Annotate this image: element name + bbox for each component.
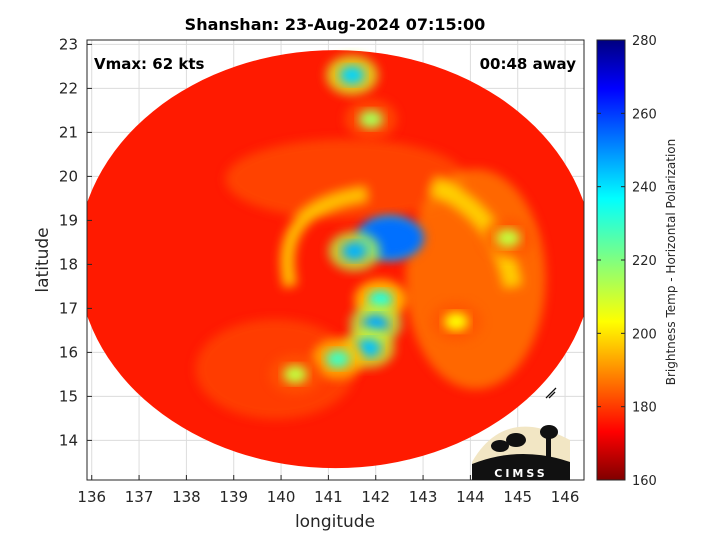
colorbar-tick-label: 260 [632,107,657,122]
x-tick-label: 140 [267,488,296,506]
x-tick-label: 138 [172,488,201,506]
brightness-temperature-swath [87,50,584,469]
x-tick-label: 136 [77,488,106,506]
y-tick-label: 20 [59,167,78,185]
spiral-band [280,187,368,289]
y-tick-label: 18 [59,255,78,273]
feature-band-south-3 [325,350,350,368]
plot-frame [86,39,585,481]
y-tick-label: 14 [59,431,78,449]
logo-text: CIMSS [494,467,547,480]
colorbar-tick-label: 280 [632,34,657,49]
x-tick-label: 142 [361,488,390,506]
vmax-annotation: Vmax: 62 kts [94,55,204,73]
x-tick-label: 137 [125,488,154,506]
x-tick-label: 141 [314,488,343,506]
colorbar-tick-label: 160 [632,474,657,489]
time-offset-annotation: 00:48 away [480,55,577,73]
x-tick-label: 139 [219,488,248,506]
feature-core-west [342,242,367,261]
x-tick-label: 145 [503,488,532,506]
feature-band-southwest [283,365,308,384]
x-tick-label: 143 [409,488,438,506]
colorbar [596,39,626,481]
x-tick-label: 146 [551,488,580,506]
cimss-logo: CIMSS [472,387,570,480]
feature-band-south-2 [356,339,381,357]
feature-north-cell-2 [359,110,383,129]
feature-southeast-band [444,312,469,331]
y-tick-label: 22 [59,79,78,97]
colorbar-tick-label: 240 [632,181,657,196]
y-axis-title: latitude [33,227,53,292]
x-axis-title: longitude [295,512,375,532]
water-tower-icon [540,425,558,439]
feature-east-band [496,229,521,247]
spiral-band [429,176,522,289]
satellite-icon [545,387,557,399]
y-tick-label: 17 [59,299,78,317]
y-tick-label: 23 [59,35,78,53]
satellite-dish-icon [491,440,509,452]
chart-title: Shanshan: 23-Aug-2024 07:15:00 [185,15,486,34]
colorbar-tick-label: 200 [632,327,657,342]
axis-ticks: 136 137 138 139 140 141 142 143 144 145 146 14 15 16 1… [59,35,579,506]
colorbar-ticks: 280 260 240 220 200 180 160 [597,34,657,489]
swath-blob [225,139,466,220]
x-tick-label: 144 [456,488,485,506]
colorbar-title: Brightness Temp - Horizontal Polarizatio… [664,139,678,386]
y-tick-label: 19 [59,211,78,229]
feature-north-cell [340,66,365,85]
colorbar-tick-label: 220 [632,254,657,269]
y-tick-label: 16 [59,343,78,361]
y-tick-label: 21 [59,123,78,141]
y-tick-label: 15 [59,387,78,405]
colorbar-tick-label: 180 [632,401,657,416]
